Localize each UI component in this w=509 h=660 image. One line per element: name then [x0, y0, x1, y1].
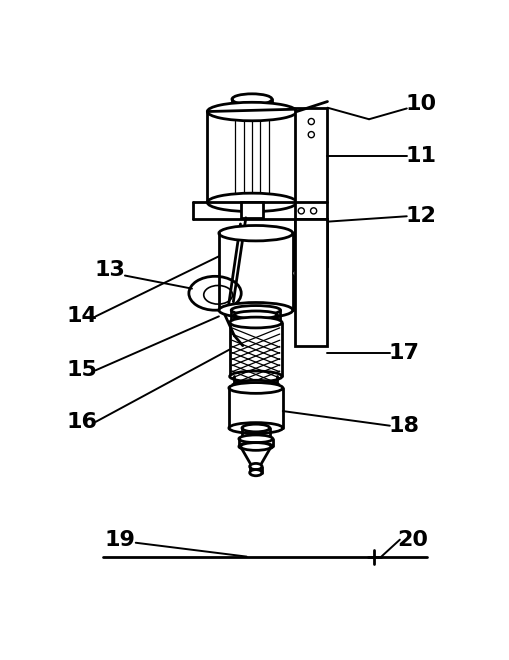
Ellipse shape: [219, 226, 293, 241]
Ellipse shape: [250, 463, 262, 470]
Ellipse shape: [242, 435, 270, 443]
Ellipse shape: [242, 424, 270, 432]
Ellipse shape: [207, 193, 297, 212]
Ellipse shape: [239, 435, 273, 443]
Bar: [295, 219, 327, 346]
Ellipse shape: [204, 286, 233, 304]
Ellipse shape: [230, 371, 282, 381]
Text: 17: 17: [388, 343, 419, 362]
Text: 11: 11: [405, 147, 436, 166]
Text: 12: 12: [405, 207, 436, 226]
Ellipse shape: [230, 317, 282, 328]
Text: 16: 16: [66, 412, 97, 432]
Text: 15: 15: [66, 360, 97, 380]
Text: 13: 13: [94, 260, 125, 280]
Ellipse shape: [234, 380, 277, 388]
Ellipse shape: [234, 311, 277, 319]
Ellipse shape: [232, 94, 272, 105]
Ellipse shape: [189, 277, 241, 310]
Text: 10: 10: [405, 94, 436, 114]
Ellipse shape: [308, 131, 315, 138]
Ellipse shape: [229, 422, 283, 434]
Ellipse shape: [293, 269, 300, 277]
Ellipse shape: [240, 443, 271, 450]
Ellipse shape: [250, 470, 262, 476]
Ellipse shape: [229, 383, 283, 393]
Ellipse shape: [219, 302, 293, 318]
Polygon shape: [240, 446, 271, 467]
Text: 18: 18: [388, 416, 419, 436]
Ellipse shape: [231, 318, 280, 327]
Ellipse shape: [298, 208, 304, 214]
Text: 20: 20: [398, 530, 429, 550]
Ellipse shape: [231, 306, 280, 315]
Ellipse shape: [239, 443, 273, 450]
Ellipse shape: [308, 119, 315, 125]
Ellipse shape: [310, 208, 317, 214]
Text: 14: 14: [66, 306, 97, 326]
Bar: [295, 108, 327, 265]
Text: 19: 19: [105, 530, 136, 550]
Ellipse shape: [207, 102, 297, 121]
Bar: [241, 203, 263, 218]
